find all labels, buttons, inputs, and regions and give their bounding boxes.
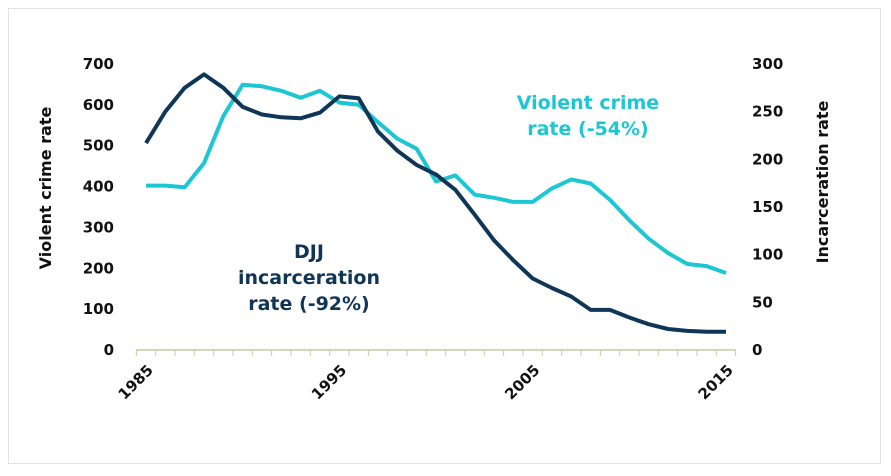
y-tick-label: 400 [83, 178, 114, 196]
y-tick-label: 600 [83, 96, 114, 114]
y-tick-label: 0 [104, 341, 114, 359]
y-tick-label: 300 [83, 218, 114, 236]
x-tick-label: 1995 [308, 361, 350, 403]
y-tick-label: 100 [83, 300, 114, 318]
y2-tick-label: 250 [752, 103, 783, 121]
x-tick-label: 1985 [115, 361, 157, 403]
djj-annotation-line1: DJJ [294, 241, 324, 263]
djj-annotation-line2: incarceration [238, 267, 380, 289]
y-axis-title: Violent crime rate [36, 107, 55, 270]
y2-tick-label: 50 [752, 293, 773, 311]
crime-annotation-line2: rate (-54%) [527, 118, 649, 140]
y2-tick-label: 300 [752, 55, 783, 73]
y-tick-label: 500 [83, 137, 114, 155]
y-tick-label: 700 [83, 55, 114, 73]
x-tick-label: 2015 [695, 361, 737, 403]
y2-tick-label: 150 [752, 198, 783, 216]
chart-frame [8, 8, 881, 464]
y2-axis-title: Incarceration rate [813, 100, 832, 263]
x-tick-label: 2005 [501, 361, 543, 403]
y2-tick-label: 100 [752, 246, 783, 264]
djj-annotation-line3: rate (-92%) [248, 293, 370, 315]
crime-annotation-line1: Violent crime [517, 92, 659, 114]
y2-tick-label: 200 [752, 150, 783, 168]
y-tick-label: 200 [83, 259, 114, 277]
y2-tick-label: 0 [752, 341, 762, 359]
